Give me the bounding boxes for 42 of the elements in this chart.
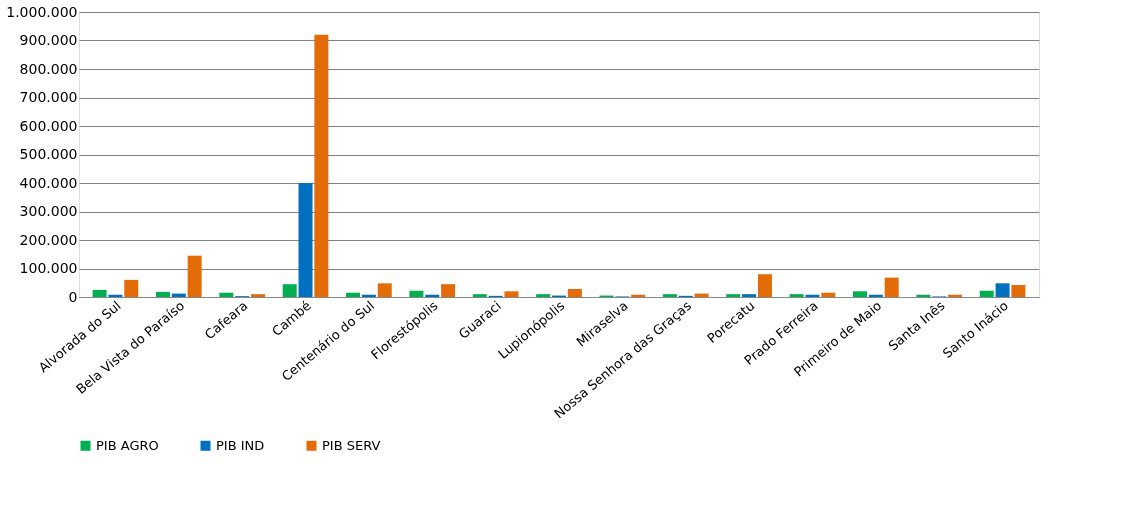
y-tick-label: 300.000 — [19, 203, 78, 219]
bar — [884, 277, 899, 297]
y-tick-label: 0 — [68, 288, 78, 305]
bar — [282, 284, 297, 297]
bar — [441, 284, 456, 297]
bar — [789, 294, 804, 297]
y-tick-label: 900.000 — [19, 32, 78, 48]
bar — [187, 255, 202, 297]
bar — [757, 274, 772, 297]
legend-label: PIB IND — [216, 437, 265, 453]
bar — [219, 292, 234, 297]
bar — [409, 290, 424, 297]
bar — [995, 283, 1010, 297]
bar — [377, 283, 392, 297]
bar — [472, 294, 487, 297]
bar — [124, 279, 139, 297]
bar — [536, 294, 551, 297]
bar — [155, 291, 170, 297]
legend-label: PIB AGRO — [96, 437, 159, 453]
bar — [852, 291, 867, 297]
bar — [504, 291, 519, 297]
y-tick-label: 100.000 — [19, 260, 78, 276]
y-tick-label: 800.000 — [19, 60, 78, 77]
bar — [662, 294, 677, 297]
y-tick-label: 600.000 — [19, 117, 78, 134]
bar — [92, 289, 107, 297]
bar — [821, 292, 836, 297]
y-tick-label: 200.000 — [19, 231, 78, 248]
bar — [314, 34, 329, 297]
bar — [1011, 285, 1026, 297]
bar — [251, 294, 266, 297]
bar — [979, 290, 994, 297]
y-tick-label: 1.000.000 — [6, 3, 78, 20]
bar — [742, 294, 757, 297]
y-tick-label: 400.000 — [19, 174, 78, 191]
legend-label: PIB SERV — [322, 437, 381, 453]
bar — [346, 292, 361, 297]
bar — [726, 294, 741, 297]
bar — [298, 183, 313, 297]
bar — [567, 289, 582, 297]
y-tick-label: 500.000 — [19, 146, 78, 162]
y-tick-label: 700.000 — [19, 89, 78, 105]
